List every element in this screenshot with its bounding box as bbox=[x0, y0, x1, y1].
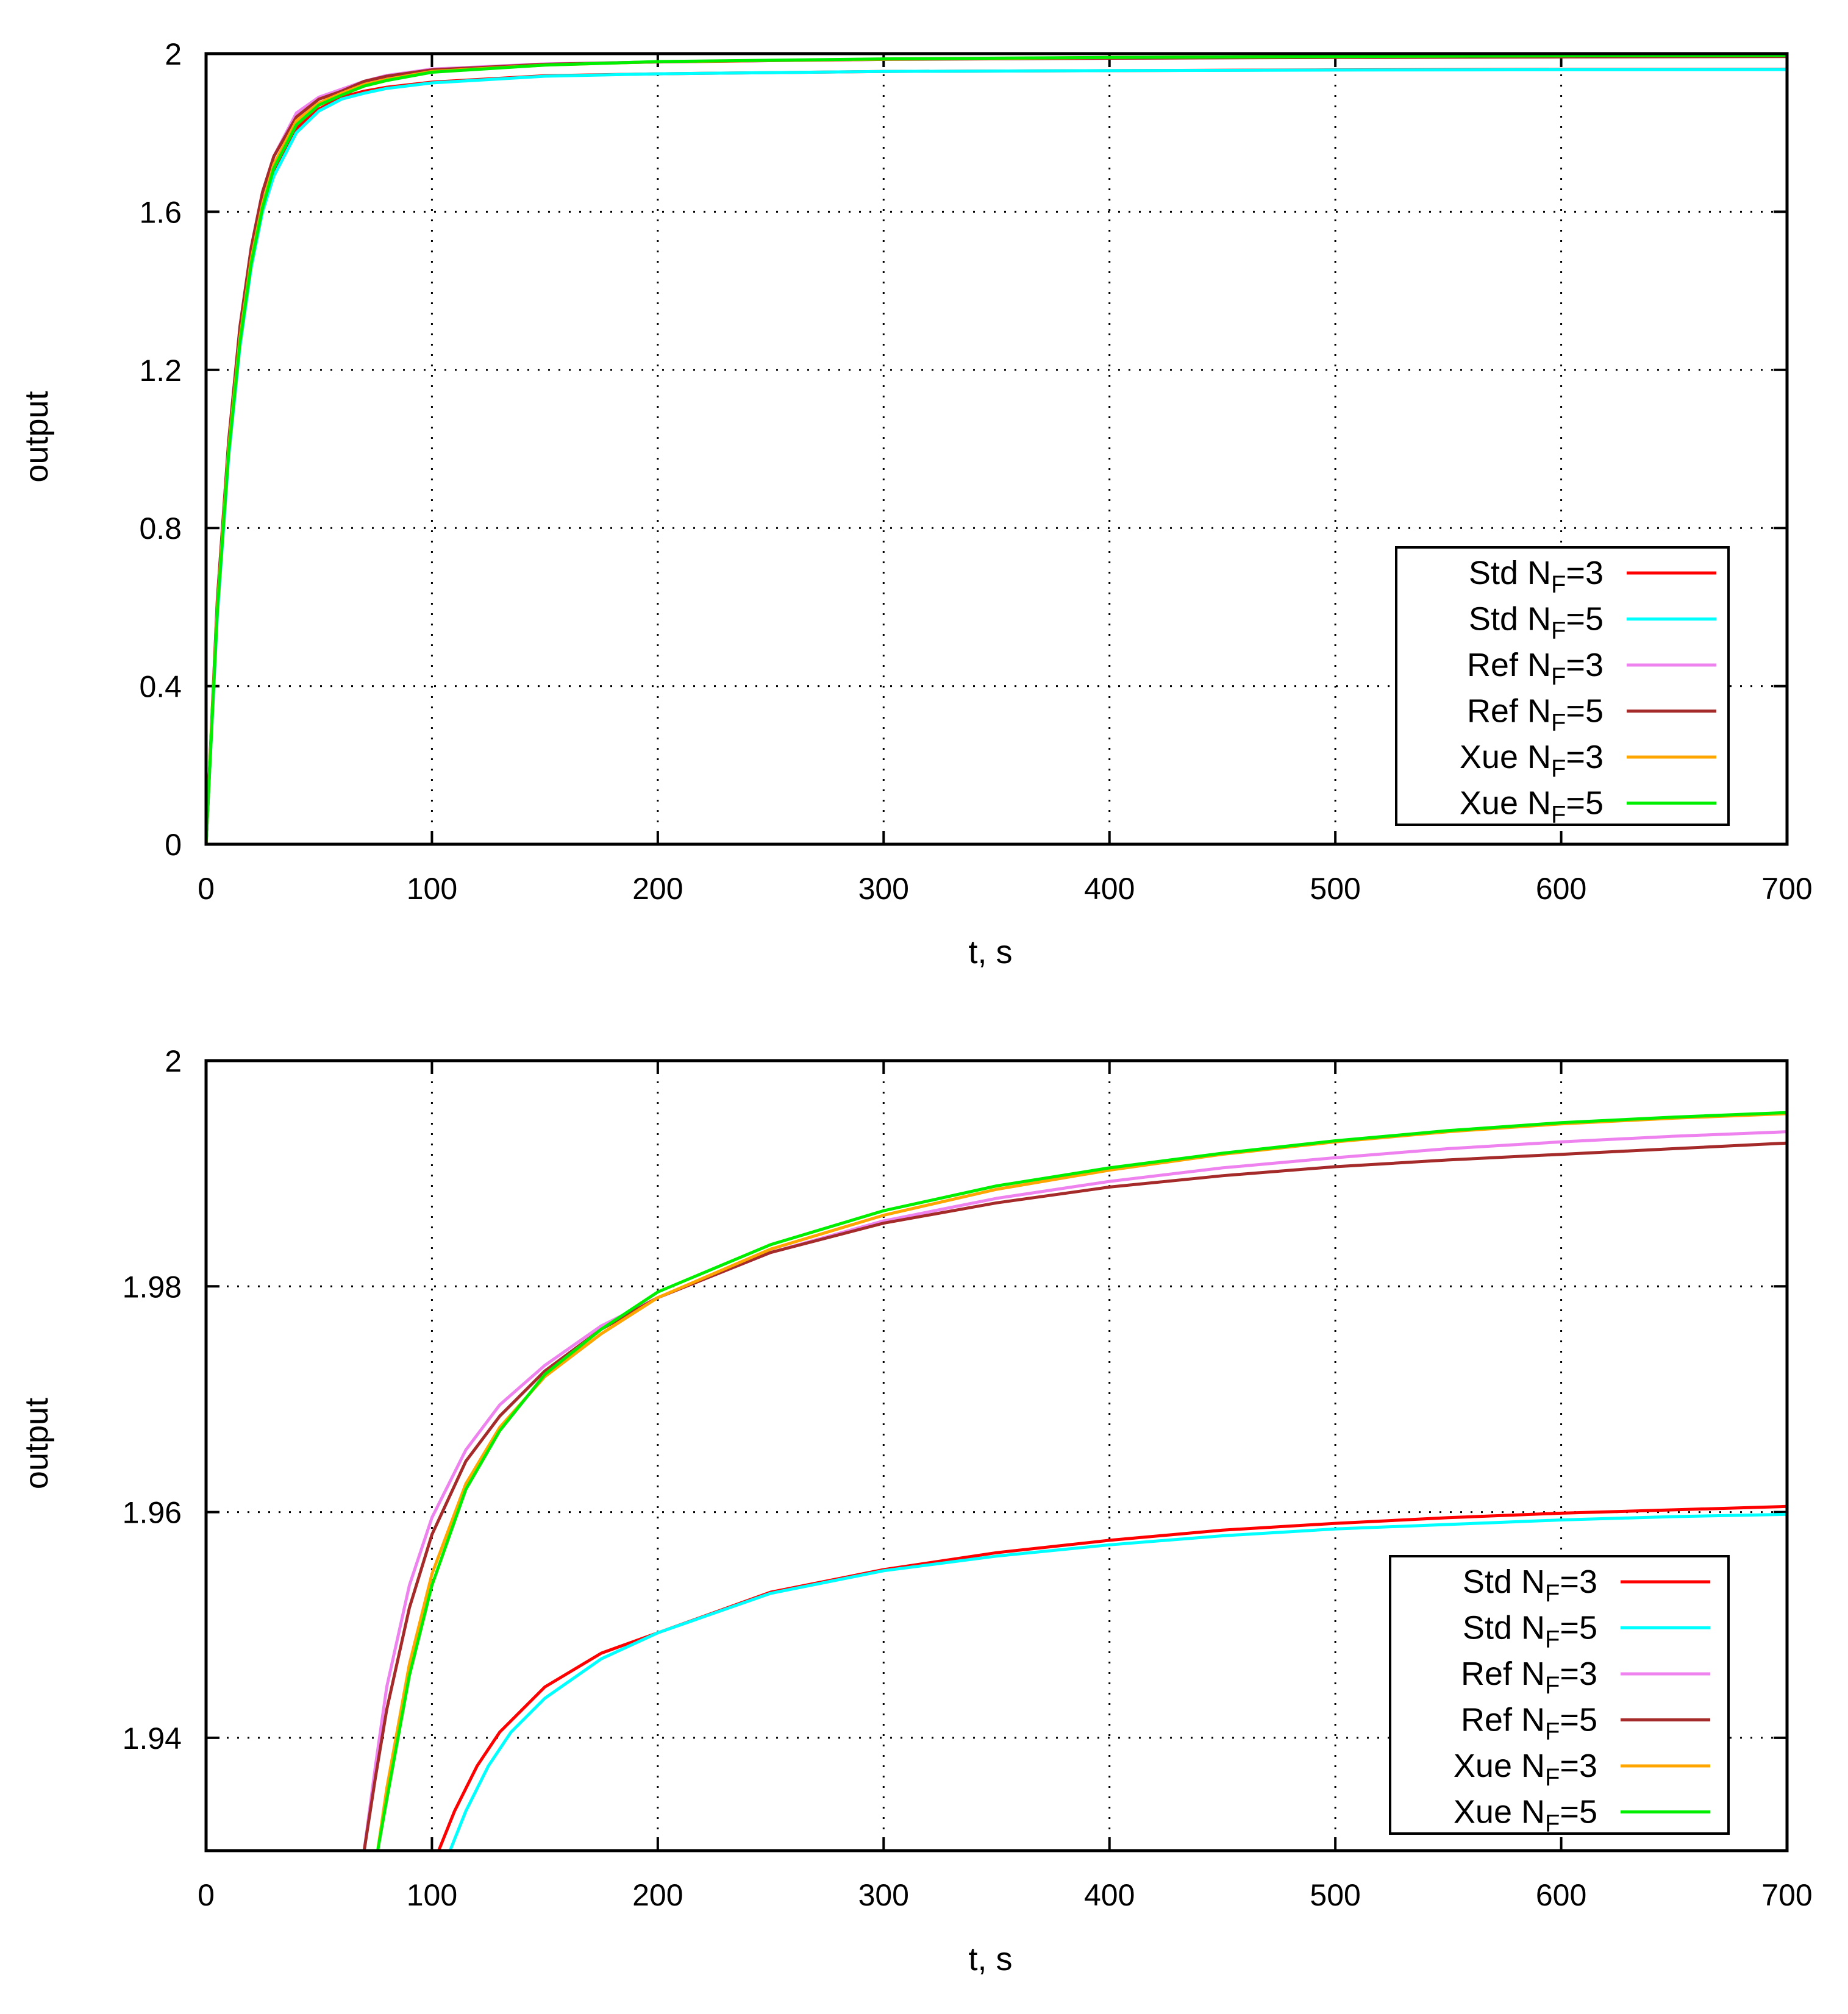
bottom-series-xue-nf5-line bbox=[376, 1111, 1787, 1851]
bottom-legend-entry-label: Std NF=3 bbox=[1463, 1564, 1597, 1607]
bottom-plot-area bbox=[362, 1111, 1787, 1851]
top-legend-entry-label: Xue NF=5 bbox=[1460, 785, 1604, 828]
bottom-x-axis-label: t, s bbox=[968, 1941, 1012, 1977]
bottom-legend-entry-label: Ref NF=5 bbox=[1461, 1702, 1597, 1745]
bottom-y-axis-label: output bbox=[18, 1398, 55, 1489]
bottom-legend-entry-label: Xue NF=5 bbox=[1454, 1794, 1597, 1837]
top-x-axis-label: t, s bbox=[968, 934, 1012, 970]
bottom-x-tick-label: 300 bbox=[858, 1878, 909, 1912]
bottom-x-tick-label: 500 bbox=[1310, 1878, 1360, 1912]
top-y-axis-label: output bbox=[18, 391, 55, 482]
bottom-x-tick-label: 200 bbox=[632, 1878, 683, 1912]
top-x-tick-label: 600 bbox=[1536, 872, 1586, 906]
bottom-x-tick-label: 0 bbox=[198, 1878, 215, 1912]
bottom-chart-panel: 0 100 200 300 400 500 600 700 1.94 1.96 1.98 2 t, s o… bbox=[18, 1044, 1813, 1977]
top-y-tick-label: 0 bbox=[165, 828, 182, 862]
top-legend-entry-label: Std NF=5 bbox=[1469, 601, 1604, 644]
top-y-tick-label: 0.4 bbox=[139, 670, 182, 704]
bottom-legend-entry-label: Xue NF=3 bbox=[1454, 1748, 1597, 1791]
bottom-legend-box bbox=[1389, 1555, 1730, 1835]
bottom-x-tick-label: 100 bbox=[407, 1878, 457, 1912]
top-y-tick-label: 2 bbox=[165, 37, 182, 71]
top-x-tick-label: 700 bbox=[1761, 872, 1812, 906]
top-y-tick-label: 1.6 bbox=[139, 195, 182, 229]
top-plot-frame bbox=[204, 52, 1789, 846]
top-x-tick-label: 400 bbox=[1084, 872, 1135, 906]
bottom-x-tick-label: 600 bbox=[1536, 1878, 1586, 1912]
bottom-x-tick-label: 400 bbox=[1084, 1878, 1135, 1912]
top-series-xue-nf5-line bbox=[206, 54, 1787, 844]
top-legend-entry-label: Ref NF=5 bbox=[1467, 693, 1604, 736]
bottom-legend-entry-label: Std NF=5 bbox=[1463, 1610, 1597, 1653]
bottom-y-tick-label: 1.98 bbox=[123, 1270, 182, 1304]
top-plot-area bbox=[206, 54, 1787, 844]
top-x-tick-label: 500 bbox=[1310, 872, 1360, 906]
top-legend-entry-label: Std NF=3 bbox=[1469, 555, 1604, 598]
top-x-tick-label: 0 bbox=[198, 872, 215, 906]
bottom-y-tick-label: 2 bbox=[165, 1044, 182, 1078]
top-y-tick-label: 1.2 bbox=[139, 354, 182, 388]
bottom-series-std-nf5-line bbox=[448, 1512, 1787, 1851]
top-chart-panel: 0 100 200 300 400 500 600 700 0 0.4 0.8 1.2 1.6 2 t, s… bbox=[18, 37, 1813, 970]
bottom-legend-entry-label: Ref NF=3 bbox=[1461, 1656, 1597, 1699]
bottom-plot-frame bbox=[204, 1059, 1789, 1852]
top-x-tick-label: 300 bbox=[858, 872, 909, 906]
top-x-tick-label: 200 bbox=[632, 872, 683, 906]
bottom-x-tick-label: 700 bbox=[1761, 1878, 1812, 1912]
bottom-y-tick-label: 1.94 bbox=[123, 1721, 182, 1756]
top-x-tick-label: 100 bbox=[407, 872, 457, 906]
bottom-series-ref-nf5-line bbox=[362, 1141, 1787, 1851]
top-legend-box bbox=[1395, 546, 1730, 826]
bottom-y-tick-label: 1.96 bbox=[123, 1496, 182, 1530]
top-legend-entry-label: Xue NF=3 bbox=[1460, 739, 1604, 782]
top-legend-entry-label: Ref NF=3 bbox=[1467, 647, 1604, 690]
top-y-tick-label: 0.8 bbox=[139, 511, 182, 546]
